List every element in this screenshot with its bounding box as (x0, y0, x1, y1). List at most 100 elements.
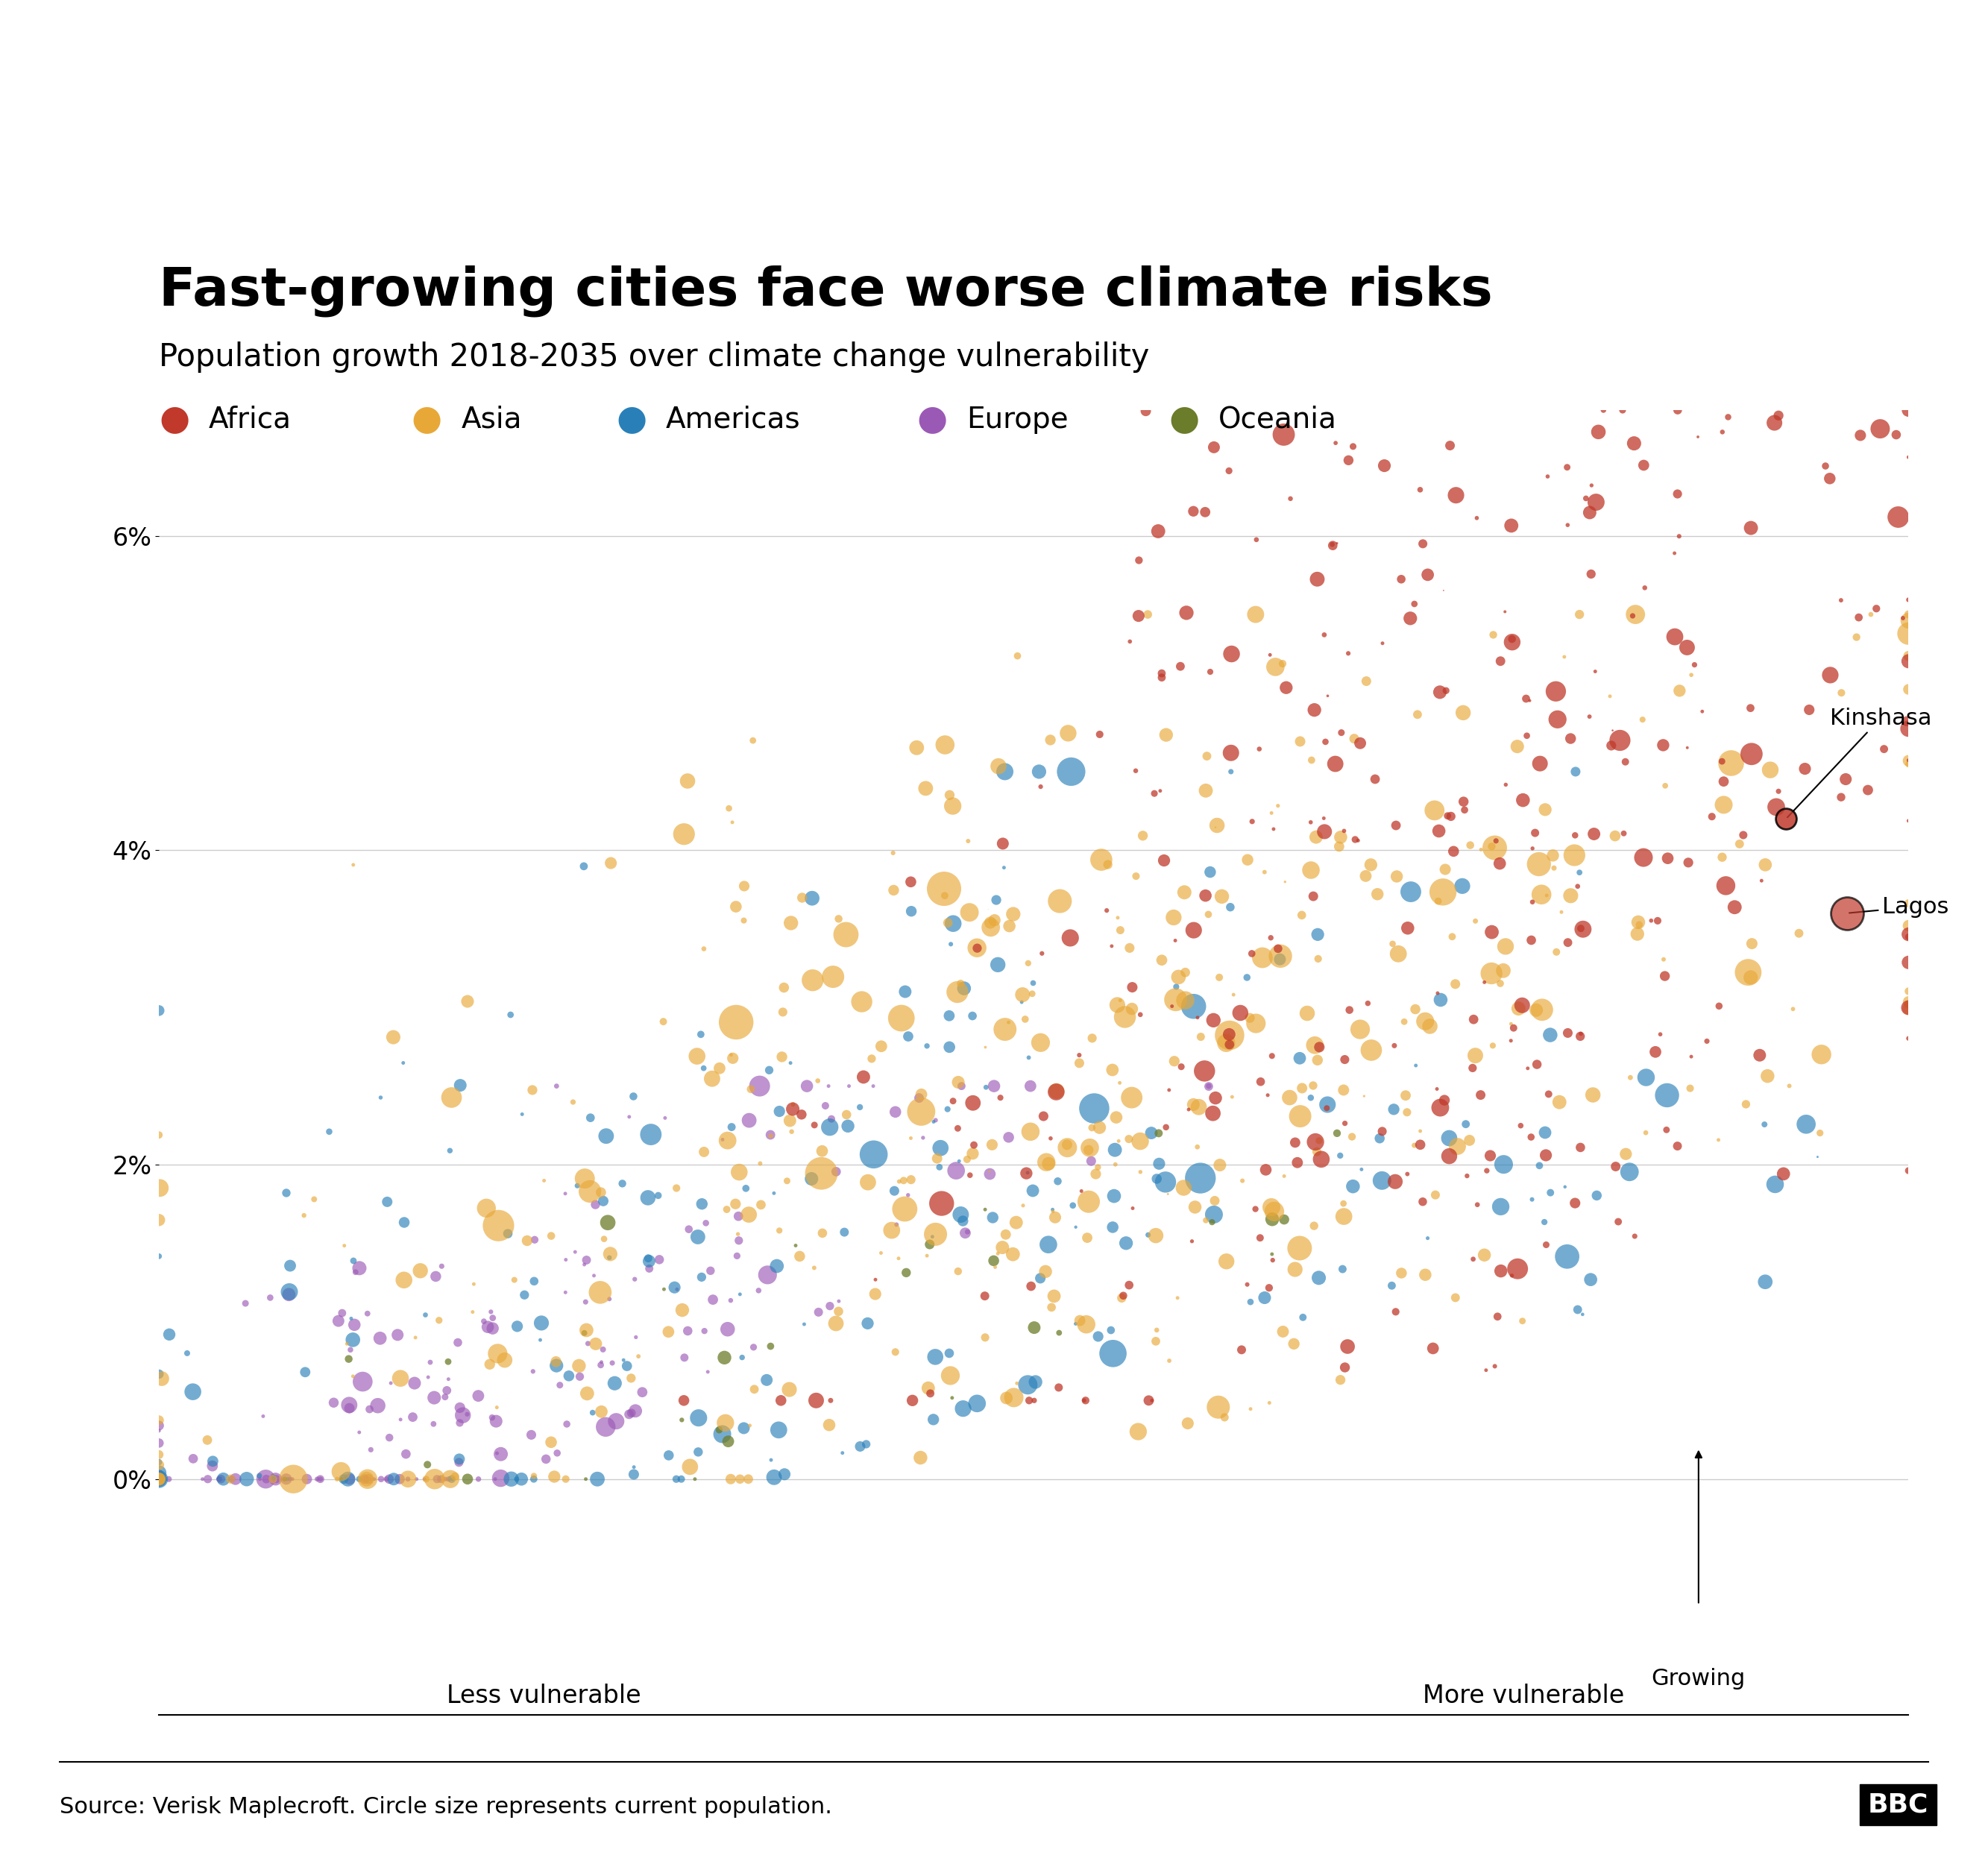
Point (247, 1402, 278, 1432)
Point (143, 1463, 175, 1493)
Point (897, 1385, 928, 1415)
Point (1517, 833, 1549, 863)
Text: Growing: Growing (1652, 1668, 1745, 1689)
Point (378, 1463, 410, 1493)
Point (1411, 1223, 1443, 1253)
Point (1773, 1072, 1805, 1102)
Point (632, 1243, 664, 1273)
Point (970, 1072, 1002, 1102)
Point (1195, 656, 1227, 686)
Point (738, 725, 769, 755)
Point (1362, 880, 1394, 910)
Point (1495, 1008, 1527, 1038)
Point (1541, 705, 1573, 734)
Point (946, 1072, 978, 1102)
Point (1388, 1007, 1419, 1036)
Point (738, 1374, 769, 1404)
Point (1559, 841, 1590, 870)
Point (797, 884, 829, 913)
Point (1658, 623, 1690, 652)
Point (1893, 919, 1924, 949)
Point (722, 1200, 753, 1230)
Point (272, 1463, 304, 1493)
Point (571, 1245, 602, 1275)
Point (1801, 1143, 1833, 1172)
Point (243, 1461, 274, 1491)
Point (254, 1282, 286, 1312)
Point (998, 1240, 1030, 1269)
Point (1177, 1090, 1209, 1120)
Point (807, 1135, 839, 1165)
Point (1565, 1020, 1596, 1049)
Point (569, 1318, 600, 1348)
Point (1083, 720, 1115, 749)
Point (865, 1031, 897, 1061)
Point (895, 867, 926, 897)
Point (143, 1405, 175, 1435)
Point (1207, 882, 1239, 911)
Point (417, 1409, 449, 1439)
Point (934, 1361, 966, 1391)
Point (807, 1219, 839, 1249)
Point (777, 1089, 809, 1118)
Point (608, 1346, 640, 1376)
Point (1256, 1193, 1288, 1223)
Point (1531, 880, 1563, 910)
Point (1215, 639, 1246, 669)
Point (704, 1053, 736, 1083)
Point (895, 1165, 926, 1195)
Point (328, 1463, 360, 1493)
Point (326, 1456, 358, 1486)
Point (229, 1288, 260, 1318)
Point (1563, 870, 1594, 900)
Point (706, 1419, 738, 1448)
Point (575, 1103, 606, 1133)
Point (499, 1266, 531, 1295)
Point (1763, 401, 1795, 431)
Point (1113, 1269, 1145, 1299)
Point (1139, 1221, 1171, 1251)
Point (1408, 1187, 1439, 1217)
Point (1580, 487, 1612, 516)
Point (914, 1379, 946, 1409)
Point (1159, 1046, 1191, 1076)
Point (1392, 913, 1423, 943)
Point (618, 1460, 650, 1489)
Point (763, 1215, 795, 1245)
Point (877, 839, 909, 869)
Point (634, 1120, 666, 1150)
Point (618, 1452, 650, 1482)
Point (278, 1463, 310, 1493)
Point (1505, 1111, 1537, 1141)
Text: Africa: Africa (209, 404, 292, 434)
Point (934, 781, 966, 811)
Point (143, 1450, 175, 1480)
Point (823, 904, 855, 934)
Point (988, 757, 1020, 787)
Point (626, 1377, 658, 1407)
Point (1628, 451, 1660, 481)
Point (1278, 1254, 1310, 1284)
Point (690, 1208, 722, 1238)
Point (1302, 943, 1334, 973)
Point (1300, 1137, 1332, 1167)
Point (1097, 1338, 1129, 1368)
Point (1270, 673, 1302, 703)
Point (1724, 829, 1755, 859)
Point (1706, 746, 1738, 775)
Point (680, 1463, 712, 1493)
Point (485, 1439, 517, 1469)
Text: ●: ● (916, 403, 946, 436)
Point (1449, 796, 1481, 826)
Point (1308, 621, 1340, 651)
Point (1489, 596, 1521, 626)
Point (1264, 941, 1296, 971)
Point (437, 1463, 469, 1493)
Point (1404, 1130, 1435, 1159)
Point (972, 895, 1004, 925)
Point (1103, 986, 1135, 1016)
Point (1052, 1133, 1083, 1163)
Point (1411, 559, 1443, 589)
Text: ●: ● (616, 403, 646, 436)
Point (1431, 802, 1463, 831)
